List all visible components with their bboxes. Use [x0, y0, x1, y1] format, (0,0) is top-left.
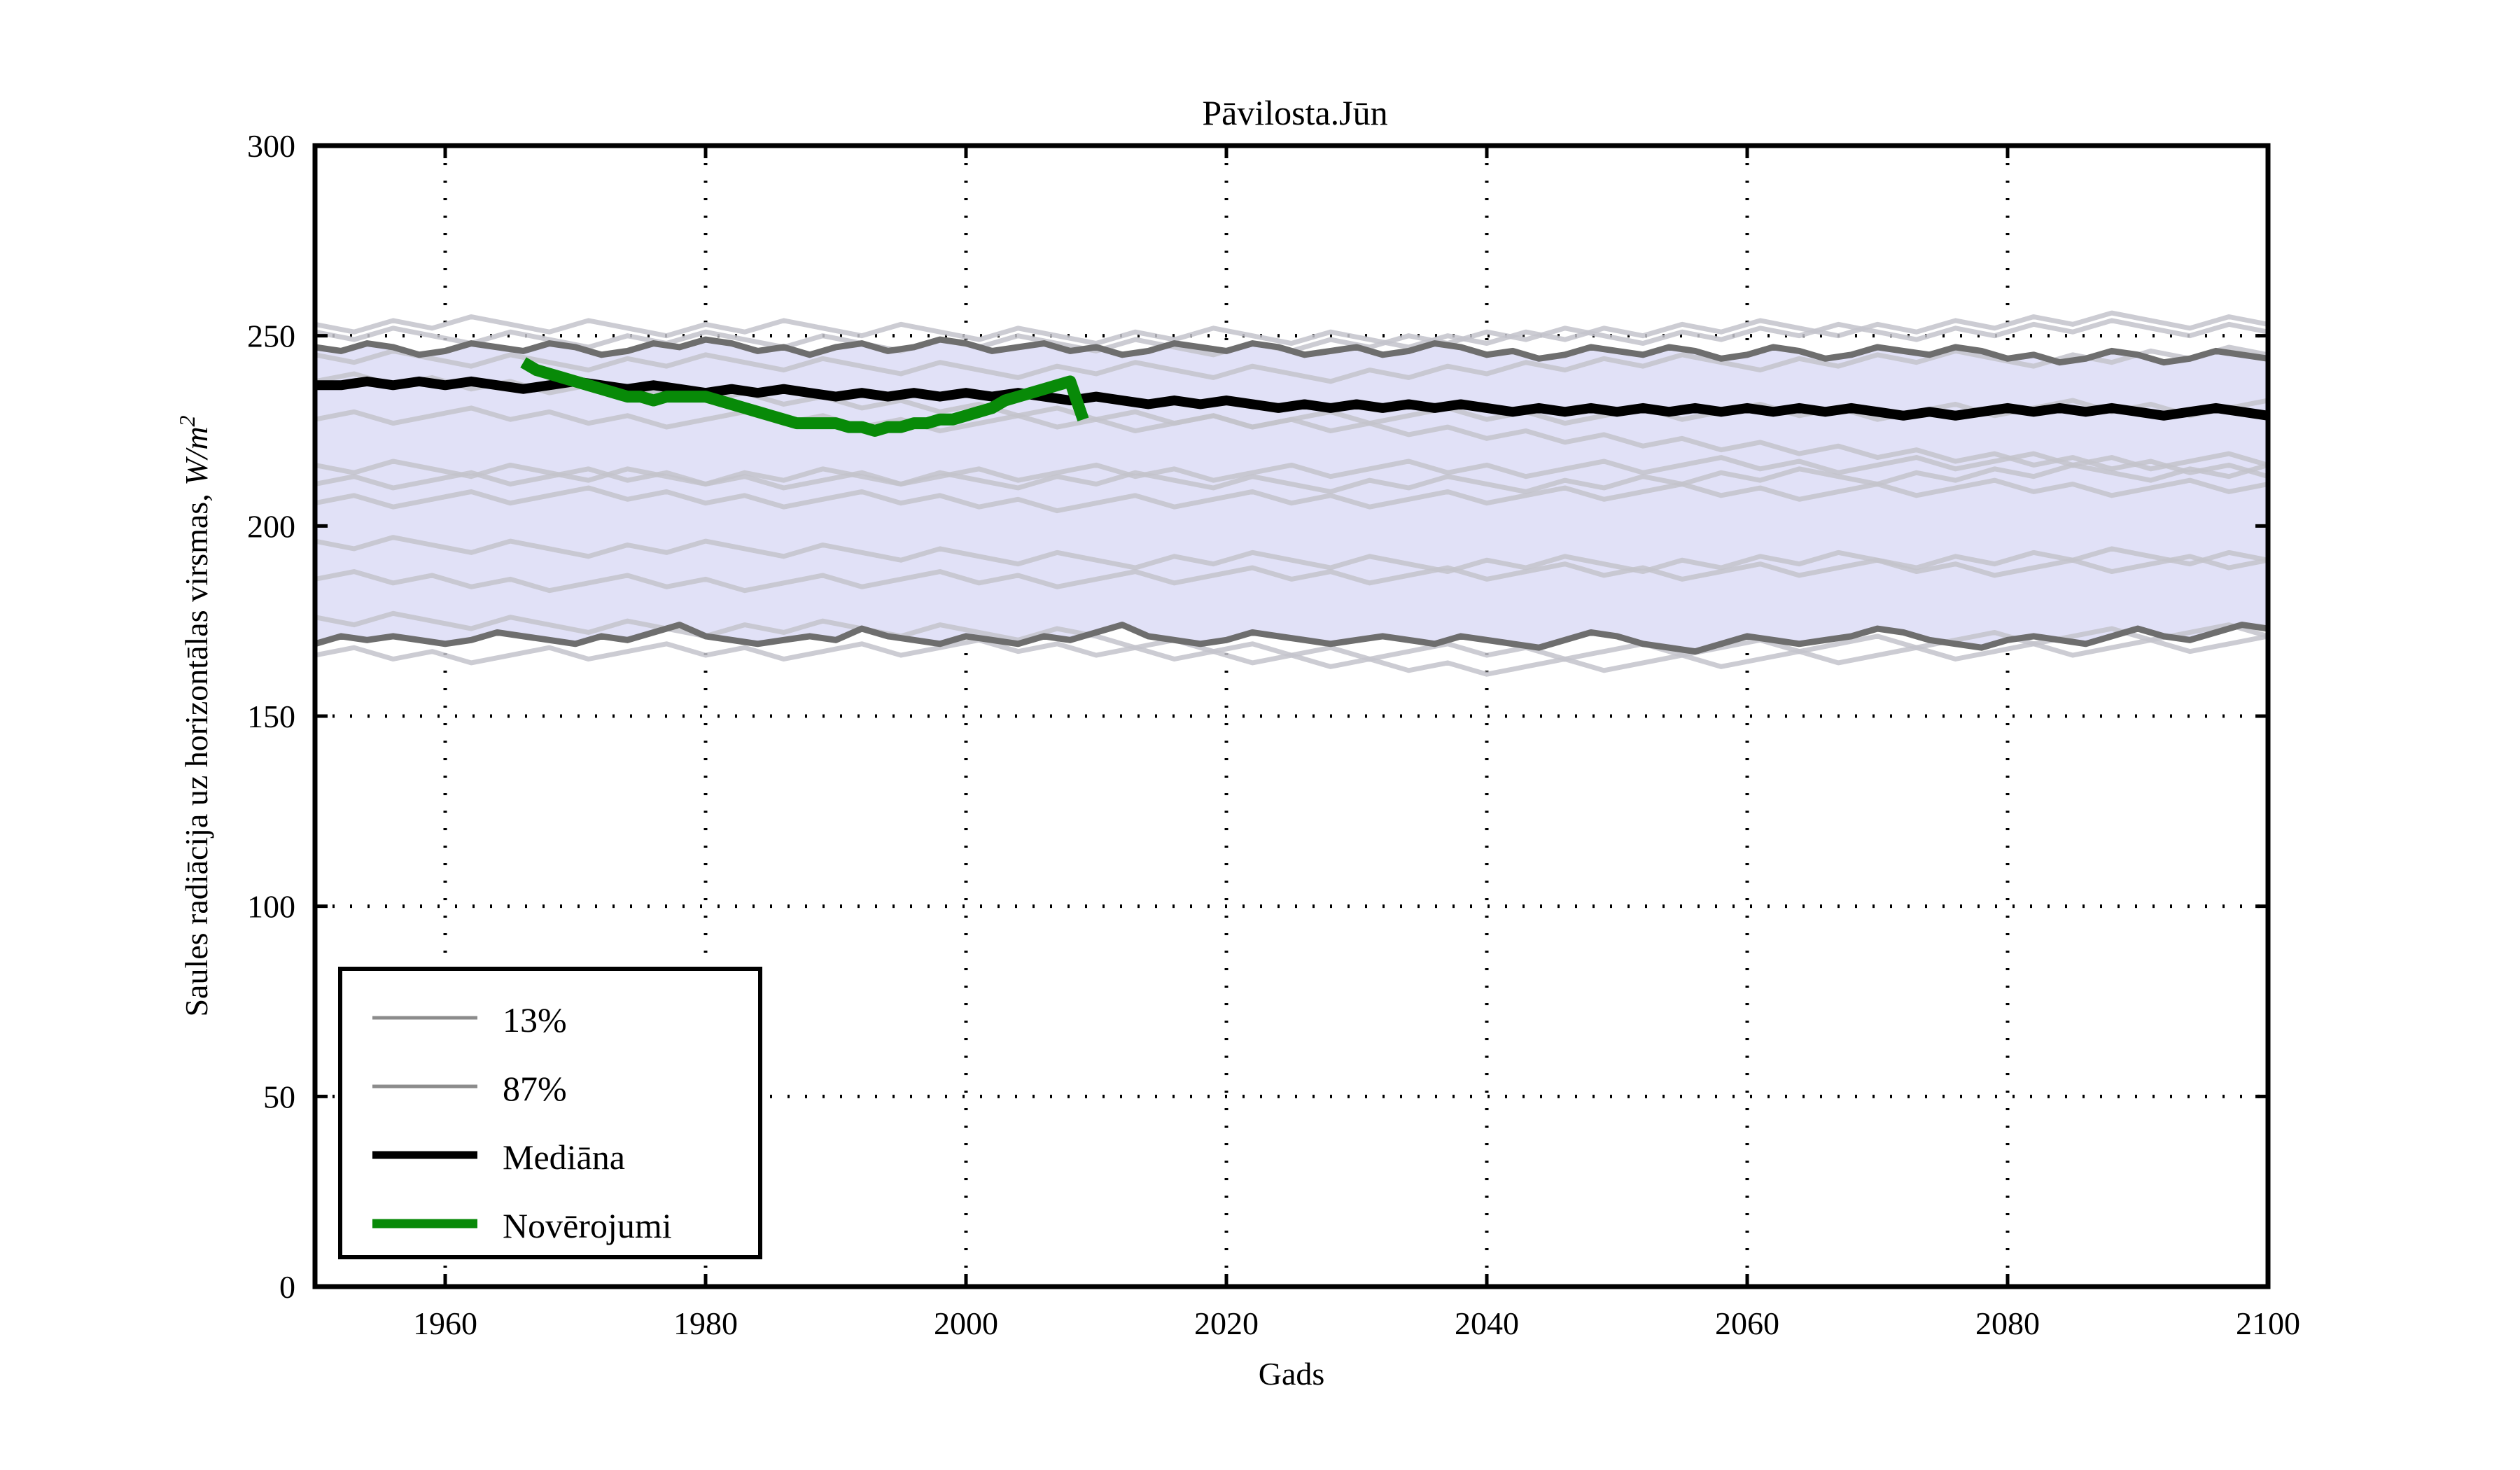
observations-line — [520, 357, 1089, 437]
y-tick-label: 300 — [247, 128, 295, 164]
y-axis-title-plain: Saules radiācija uz horizontālas virsmas… — [178, 486, 214, 1017]
y-axis-title: Saules radiācija uz horizontālas virsmas… — [174, 415, 214, 1016]
legend-item[interactable]: Novērojumi — [372, 1206, 672, 1245]
axis-ticks — [315, 144, 2270, 1289]
y-tick-label: 150 — [247, 699, 295, 734]
x-tick-label: 2020 — [1194, 1306, 1259, 1341]
x-tick-label: 1980 — [673, 1306, 738, 1341]
svg-text:Saules radiācija uz horizontāl: Saules radiācija uz horizontālas virsmas… — [174, 415, 214, 1016]
legend-items: 13% 87% Mediāna Novērojumi — [372, 1000, 672, 1245]
y-tick-label: 0 — [279, 1269, 295, 1305]
x-tick-label: 2100 — [2236, 1306, 2300, 1341]
legend-label: 87% — [503, 1069, 567, 1108]
x-tick-label: 1960 — [413, 1306, 477, 1341]
ensemble-member-lines — [315, 310, 2268, 677]
legend-label: Mediāna — [503, 1138, 625, 1177]
x-tick-label: 2000 — [934, 1306, 998, 1341]
legend[interactable]: 13% 87% Mediāna Novērojumi — [338, 967, 762, 1259]
median-line — [315, 376, 2268, 421]
y-tick-label: 250 — [247, 318, 295, 354]
y-tick-label: 100 — [247, 889, 295, 925]
legend-item[interactable]: Mediāna — [372, 1138, 625, 1177]
legend-label: Novērojumi — [503, 1206, 672, 1245]
y-axis-title-exponent: 2 — [174, 415, 200, 426]
chart-title: Pāvilosta.Jūn — [1202, 93, 1387, 132]
x-tick-label: 2060 — [1715, 1306, 1779, 1341]
legend-label: 13% — [503, 1000, 567, 1040]
legend-item[interactable]: 87% — [372, 1069, 567, 1108]
legend-item[interactable]: 13% — [372, 1000, 567, 1040]
x-tick-label: 2040 — [1455, 1306, 1519, 1341]
y-axis-title-math: W/m — [178, 426, 214, 485]
y-tick-label: 50 — [263, 1079, 295, 1114]
x-axis-title: Gads — [1259, 1356, 1325, 1392]
x-tick-label: 2080 — [1975, 1306, 2040, 1341]
x-axis-tick-labels: 1960 1980 2000 2020 2040 2060 2080 2100 — [413, 1306, 2300, 1341]
y-axis-tick-labels: 0 50 100 150 200 250 300 — [247, 128, 295, 1305]
y-tick-label: 200 — [247, 508, 295, 544]
percentile-envelope-lines — [315, 336, 2268, 655]
